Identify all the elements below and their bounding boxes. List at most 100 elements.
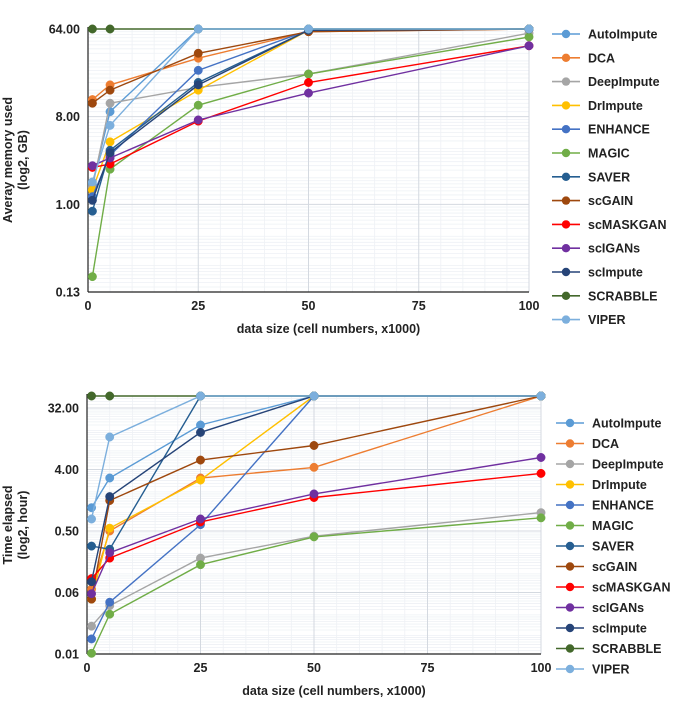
chart-1: 0 25 50 75 100 0.13 1.00 8.00 64.00 data size (ce… bbox=[1, 23, 667, 337]
data-point bbox=[524, 41, 534, 51]
data-point bbox=[87, 391, 96, 401]
legend: AutoImpute DCA DeepImpute DrImpute ENHANCE MA… bbox=[556, 417, 671, 677]
legend-swatch-marker bbox=[565, 541, 575, 551]
y-tick-label: 0.06 bbox=[55, 586, 79, 600]
data-point bbox=[87, 195, 97, 205]
legend-label: MAGIC bbox=[592, 519, 634, 533]
legend-item: VIPER bbox=[552, 313, 626, 327]
data-point bbox=[309, 441, 319, 450]
data-point bbox=[309, 462, 319, 472]
legend-item: scImpute bbox=[552, 266, 643, 280]
legend-swatch-marker bbox=[561, 196, 571, 205]
legend-label: VIPER bbox=[592, 663, 630, 677]
data-point bbox=[309, 489, 319, 499]
y-tick-label: 0.01 bbox=[55, 648, 79, 662]
legend-label: SAVER bbox=[588, 170, 630, 184]
legend-swatch-marker bbox=[561, 125, 571, 134]
data-point bbox=[304, 88, 313, 98]
data-point bbox=[105, 120, 115, 130]
legend-label: ENHANCE bbox=[588, 123, 650, 137]
legend-item: DeepImpute bbox=[552, 75, 660, 89]
data-point bbox=[309, 532, 319, 542]
data-point bbox=[193, 100, 203, 110]
series-scImpute bbox=[87, 391, 546, 587]
data-point bbox=[87, 577, 96, 587]
data-point bbox=[536, 391, 546, 401]
x-tick-label: 0 bbox=[85, 299, 92, 313]
legend-label: scGAIN bbox=[592, 560, 637, 574]
legend-item: SCRABBLE bbox=[556, 642, 661, 656]
legend-swatch-marker bbox=[561, 53, 571, 62]
x-tick-label: 50 bbox=[302, 299, 316, 313]
legend-item: scIGANs bbox=[552, 242, 640, 256]
legend-label: scImpute bbox=[588, 266, 643, 280]
x-tick-label: 100 bbox=[531, 661, 552, 675]
series-DrImpute bbox=[87, 24, 534, 195]
data-point bbox=[304, 24, 313, 34]
y-tick-label: 4.00 bbox=[55, 463, 79, 477]
legend-label: scMASKGAN bbox=[592, 581, 671, 595]
legend-label: AutoImpute bbox=[588, 28, 657, 42]
legend-label: SCRABBLE bbox=[588, 289, 657, 303]
data-point bbox=[87, 161, 97, 171]
legend-label: DCA bbox=[588, 51, 615, 65]
legend-item: scGAIN bbox=[552, 194, 633, 208]
legend-item: DCA bbox=[552, 51, 615, 65]
x-axis-label: data size (cell numbers, x1000) bbox=[237, 322, 420, 336]
x-axis-label: data size (cell numbers, x1000) bbox=[242, 684, 425, 698]
series-VIPER bbox=[87, 391, 546, 524]
y-axis-label: Time elapsed(log2, hour) bbox=[1, 486, 30, 565]
legend-label: scIGANs bbox=[592, 601, 644, 615]
data-point bbox=[193, 115, 203, 125]
legend-label: VIPER bbox=[588, 313, 626, 327]
data-point bbox=[87, 621, 96, 631]
x-tick-label: 25 bbox=[191, 299, 205, 313]
legend-swatch-marker bbox=[565, 644, 575, 653]
data-point bbox=[196, 560, 205, 570]
legend-swatch-marker bbox=[565, 664, 575, 674]
chart-2: 0 25 50 75 100 0.01 0.06 0.50 4.00 32.00 data size… bbox=[1, 391, 671, 698]
legend-label: scIGANs bbox=[588, 242, 640, 256]
data-point bbox=[536, 453, 546, 462]
legend-swatch-marker bbox=[561, 220, 571, 229]
y-axis-label-line: Time elapsed bbox=[1, 486, 15, 565]
legend-label: DrImpute bbox=[592, 478, 647, 492]
y-tick-label: 1.00 bbox=[56, 198, 80, 212]
y-tick-label: 32.00 bbox=[48, 401, 79, 415]
legend-label: SAVER bbox=[592, 540, 634, 554]
data-point bbox=[196, 391, 205, 401]
legend-swatch-marker bbox=[565, 480, 575, 489]
legend-label: scImpute bbox=[592, 622, 647, 636]
data-point bbox=[105, 98, 115, 108]
data-point bbox=[87, 541, 96, 551]
legend-item: MAGIC bbox=[556, 519, 634, 533]
data-point bbox=[193, 24, 203, 34]
data-point bbox=[193, 80, 203, 90]
gridlines bbox=[87, 28, 530, 293]
data-point bbox=[105, 523, 115, 533]
data-point bbox=[87, 634, 96, 644]
data-point bbox=[105, 548, 115, 558]
y-axis-label-line: Averay memory used bbox=[1, 97, 15, 223]
data-point bbox=[304, 69, 313, 79]
data-point bbox=[105, 391, 115, 401]
legend-swatch-marker bbox=[561, 172, 571, 181]
legend-item: scIGANs bbox=[556, 601, 644, 615]
legend-label: DeepImpute bbox=[588, 75, 660, 89]
y-tick-label: 64.00 bbox=[49, 23, 80, 37]
series-line bbox=[91, 28, 530, 101]
data-point bbox=[105, 492, 115, 502]
data-point bbox=[105, 597, 115, 607]
series-scImpute bbox=[87, 24, 534, 205]
series-DeepImpute bbox=[87, 508, 546, 631]
legend-item: scGAIN bbox=[556, 560, 637, 574]
legend-label: scMASKGAN bbox=[588, 218, 667, 232]
x-tick-label: 75 bbox=[412, 299, 426, 313]
y-tick-label: 0.13 bbox=[56, 286, 80, 300]
legend-swatch-marker bbox=[561, 291, 571, 300]
data-point bbox=[87, 24, 97, 34]
legend-label: scGAIN bbox=[588, 194, 633, 208]
data-point bbox=[87, 514, 96, 524]
x-tick-label: 50 bbox=[307, 661, 321, 675]
